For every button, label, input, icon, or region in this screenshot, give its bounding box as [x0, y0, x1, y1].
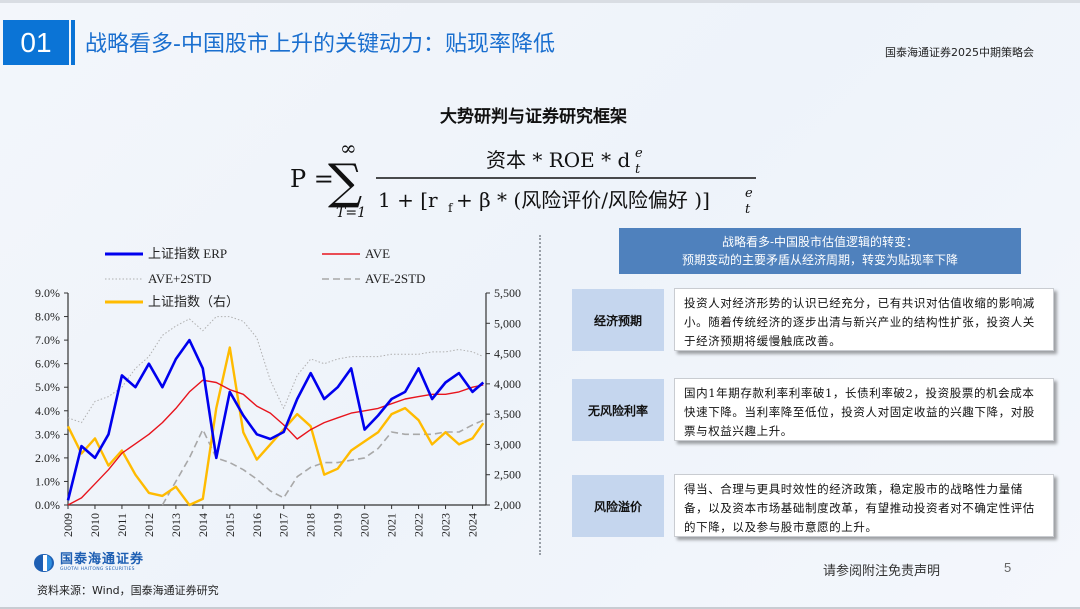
- page-title: 战略看多-中国股市上升的关键动力：贴现率降低: [85, 32, 555, 57]
- chart-lines: [66, 316, 485, 507]
- logo-cn-text: 国泰海通证券: [60, 552, 145, 567]
- svg-text:AVE+2STD: AVE+2STD: [148, 271, 211, 286]
- section-divider-bar: [71, 20, 75, 65]
- svg-text:上证指数 ERP: 上证指数 ERP: [148, 246, 227, 261]
- disclaimer-link[interactable]: 请参阅附注免责声明: [823, 564, 941, 579]
- formula-numerator-sub: t: [635, 162, 641, 177]
- valuation-formula: P = ∞ ∑ T=1 资本 * ROE * d e t 1 + [r f + …: [290, 135, 780, 225]
- section-number-badge: 01: [3, 20, 69, 65]
- valuation-logic-headline: 战略看多-中国股市估值逻辑的转变： 预期变动的主要矛盾从经济周期，转变为贴现率下…: [619, 228, 1021, 274]
- svg-text:2013: 2013: [169, 513, 183, 537]
- headline-line-1: 战略看多-中国股市估值逻辑的转变：: [721, 235, 919, 249]
- svg-text:4.0%: 4.0%: [35, 404, 60, 418]
- vertical-dotted-divider: [539, 235, 541, 555]
- text-risk-free-rate: 国内1年期存款利率利率破1，长债利率破2，投资股票的机会成本快速下降。当利率降至…: [674, 378, 1054, 441]
- formula-rf-sub: f: [448, 201, 454, 215]
- logo-en-text: GUOTAI HAITONG SECURITIES: [60, 567, 135, 572]
- logo-mark-icon: [34, 553, 54, 573]
- svg-text:2,500: 2,500: [494, 468, 521, 482]
- text-economic-expectation: 投资人对经济形势的认识已经充分，已有共识对估值收缩的影响减小。随着传统经济的逐步…: [674, 288, 1054, 351]
- chart-legend: 上证指数 ERP AVE AVE+2STD AVE-2STD 上证指数（右）: [105, 246, 425, 309]
- chart-axes: 0.0% 1.0% 2.0% 3.0% 4.0% 5.0% 6.0% 7.0% 8.0% 9.0%…: [35, 286, 521, 537]
- svg-text:3.0%: 3.0%: [35, 427, 60, 441]
- top-border: [0, 0, 1080, 3]
- svg-text:9.0%: 9.0%: [35, 286, 60, 300]
- svg-text:2017: 2017: [277, 513, 291, 537]
- framework-title: 大势研判与证券研究框架: [440, 107, 627, 127]
- bottom-border: [0, 607, 1080, 609]
- svg-text:2009: 2009: [61, 513, 75, 537]
- svg-text:2010: 2010: [88, 513, 102, 537]
- formula-denominator-rest: + β * (风险评价/风险偏好 )]: [456, 188, 710, 212]
- svg-text:2011: 2011: [115, 513, 129, 537]
- svg-text:2020: 2020: [358, 513, 372, 537]
- svg-text:3,000: 3,000: [494, 437, 521, 451]
- data-source-note: 资料来源：Wind，国泰海通证券研究: [37, 584, 219, 597]
- svg-text:0.0%: 0.0%: [35, 498, 60, 512]
- label-economic-expectation: 经济预期: [572, 289, 664, 351]
- text-risk-premium: 得当、合理与更具时效性的经济政策，稳定股市的战略性力量储备，以及资本市场基础制度…: [674, 474, 1054, 537]
- svg-text:6.0%: 6.0%: [35, 357, 60, 371]
- erp-chart: 上证指数 ERP AVE AVE+2STD AVE-2STD 上证指数（右） 0.0% 1…: [0, 240, 530, 550]
- svg-text:2016: 2016: [250, 513, 264, 537]
- headline-line-2: 预期变动的主要矛盾从经济周期，转变为贴现率下降: [681, 253, 958, 267]
- formula-denominator: 1 + [r: [378, 188, 438, 212]
- formula-numerator: 资本 * ROE * d: [486, 148, 630, 172]
- svg-text:5.0%: 5.0%: [35, 380, 60, 394]
- company-logo: 国泰海通证券 GUOTAI HAITONG SECURITIES: [34, 553, 144, 573]
- svg-text:8.0%: 8.0%: [35, 310, 60, 324]
- svg-text:2024: 2024: [466, 513, 480, 537]
- svg-text:2022: 2022: [412, 513, 426, 537]
- label-risk-premium: 风险溢价: [572, 475, 664, 537]
- formula-denominator-sup: e: [745, 186, 753, 201]
- svg-text:4,000: 4,000: [494, 377, 521, 391]
- svg-text:5,000: 5,000: [494, 316, 521, 330]
- svg-text:2014: 2014: [196, 513, 210, 537]
- label-risk-free-rate: 无风险利率: [572, 379, 664, 441]
- sigma-icon: ∑: [328, 154, 362, 210]
- svg-text:2018: 2018: [304, 513, 318, 537]
- svg-text:上证指数（右）: 上证指数（右）: [148, 294, 239, 309]
- formula-sum-upper: ∞: [340, 136, 357, 160]
- svg-text:AVE-2STD: AVE-2STD: [365, 271, 425, 286]
- svg-text:2015: 2015: [223, 513, 237, 537]
- svg-text:AVE: AVE: [365, 246, 390, 261]
- svg-text:2023: 2023: [439, 513, 453, 537]
- svg-text:2012: 2012: [142, 513, 156, 537]
- event-brand-label: 国泰海通证券2025中期策略会: [885, 46, 1034, 59]
- formula-sum-lower: T=1: [336, 205, 366, 221]
- svg-text:2.0%: 2.0%: [35, 451, 60, 465]
- svg-text:1.0%: 1.0%: [35, 474, 60, 488]
- formula-denominator-sub: t: [745, 202, 751, 217]
- svg-text:7.0%: 7.0%: [35, 333, 60, 347]
- page-number: 5: [1004, 560, 1012, 575]
- svg-text:3,500: 3,500: [494, 407, 521, 421]
- formula-numerator-sup: e: [635, 146, 643, 161]
- formula-lhs: P =: [290, 165, 334, 193]
- svg-text:2019: 2019: [331, 513, 345, 537]
- svg-text:2021: 2021: [385, 513, 399, 537]
- svg-text:5,500: 5,500: [494, 286, 521, 300]
- svg-text:4,500: 4,500: [494, 347, 521, 361]
- svg-text:2,000: 2,000: [494, 498, 521, 512]
